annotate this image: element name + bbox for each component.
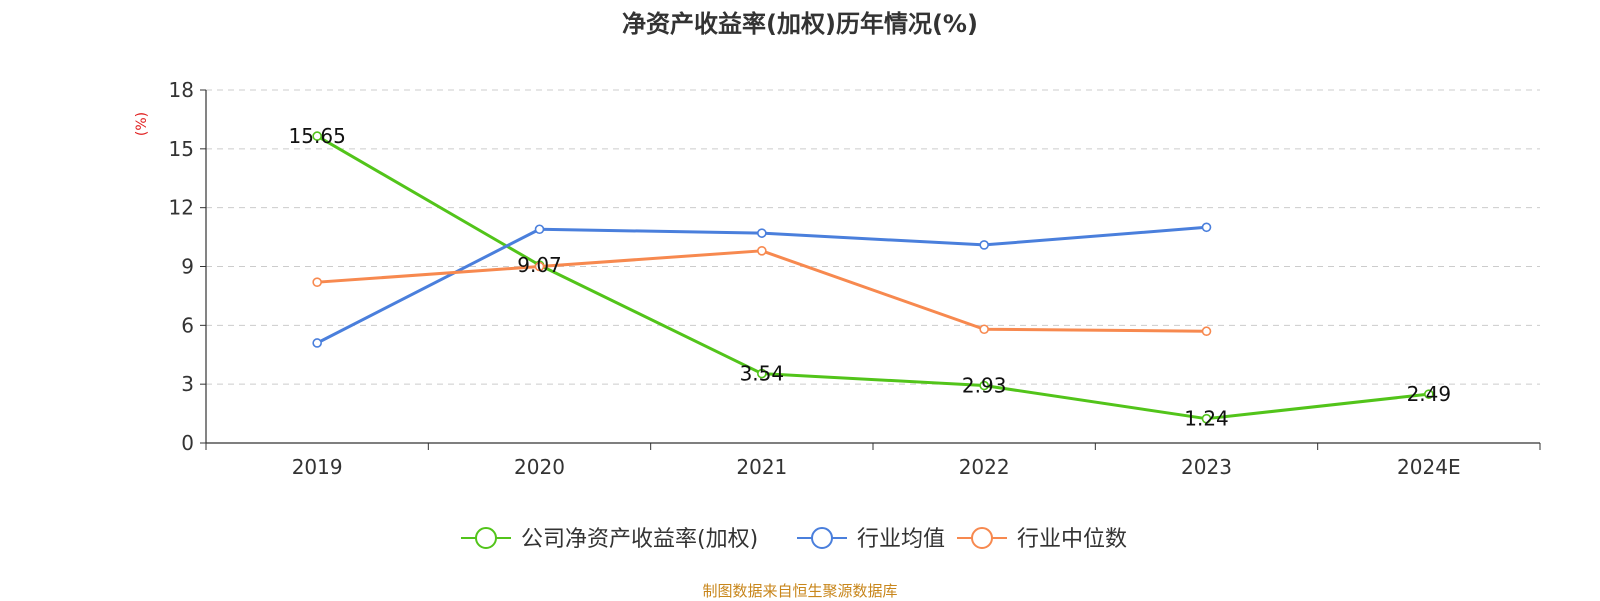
chart-title: 净资产收益率(加权)历年情况(%) [622,10,978,38]
series-0-point[interactable] [1201,413,1212,424]
data-label: 9.07 [517,253,562,277]
data-label: 15.65 [289,124,346,148]
data-label: 2.49 [1407,382,1452,406]
series-2-point[interactable] [312,277,322,287]
y-tick-label: 9 [181,255,194,279]
series-1-point[interactable] [757,228,767,238]
series-group [312,131,1434,424]
legend-label: 公司净资产收益率(加权) [521,527,758,552]
y-tick-label: 0 [181,431,194,455]
legend-item-1[interactable]: 行业均值 [797,527,945,552]
y-tick-label: 6 [181,313,194,337]
x-tick-label: 2024E [1397,455,1461,479]
legend-item-2[interactable]: 行业中位数 [957,527,1127,552]
legend-label: 行业中位数 [1017,527,1127,552]
y-axis-unit-label: (%) [134,112,150,136]
x-tick-label: 2020 [514,455,565,479]
series-1-point[interactable] [312,338,322,348]
x-tick-label: 2019 [292,455,343,479]
x-tick-label: 2021 [736,455,787,479]
legend-item-0[interactable]: 公司净资产收益率(加权) [461,527,758,552]
legend-circle-icon [811,527,833,549]
legend-label: 行业均值 [857,527,945,552]
x-tick-label: 2023 [1181,455,1232,479]
y-tick-label: 15 [169,137,194,161]
data-label: 1.24 [1184,407,1229,431]
series-1-point[interactable] [534,224,545,235]
data-labels: 15.65 9.07 3.54 2.93 1.24 2.49 [289,124,1452,431]
series-1-point[interactable] [979,240,989,250]
series-line-2 [317,249,1207,333]
series-2-point[interactable] [979,324,989,335]
legend[interactable]: 公司净资产收益率(加权) 行业均值 行业中位数 [461,527,1127,552]
x-tick-label: 2022 [959,455,1010,479]
y-tick-label: 12 [169,196,194,220]
series-0-point[interactable] [757,368,767,379]
legend-circle-icon [971,527,993,549]
grid-lines [206,89,1540,385]
series-line-0 [316,134,1429,421]
source-note: 制图数据来自恒生聚源数据库 [702,582,898,600]
series-2-point[interactable] [757,246,767,256]
series-1-point[interactable] [1201,222,1212,233]
series-0-point[interactable] [1424,389,1434,399]
data-label: 3.54 [740,362,785,386]
series-0-point[interactable] [312,131,322,141]
series-0-point[interactable] [979,380,989,391]
y-tick-label: 18 [169,78,194,102]
data-label: 2.93 [962,374,1007,398]
series-2-point[interactable] [534,261,545,272]
y-tick-label: 3 [181,372,194,396]
series-2-point[interactable] [1201,326,1212,337]
axes: 0 3 6 9 12 15 18 2019 2020 2021 2022 2023 2024E [169,78,1541,479]
legend-circle-icon [475,527,497,549]
